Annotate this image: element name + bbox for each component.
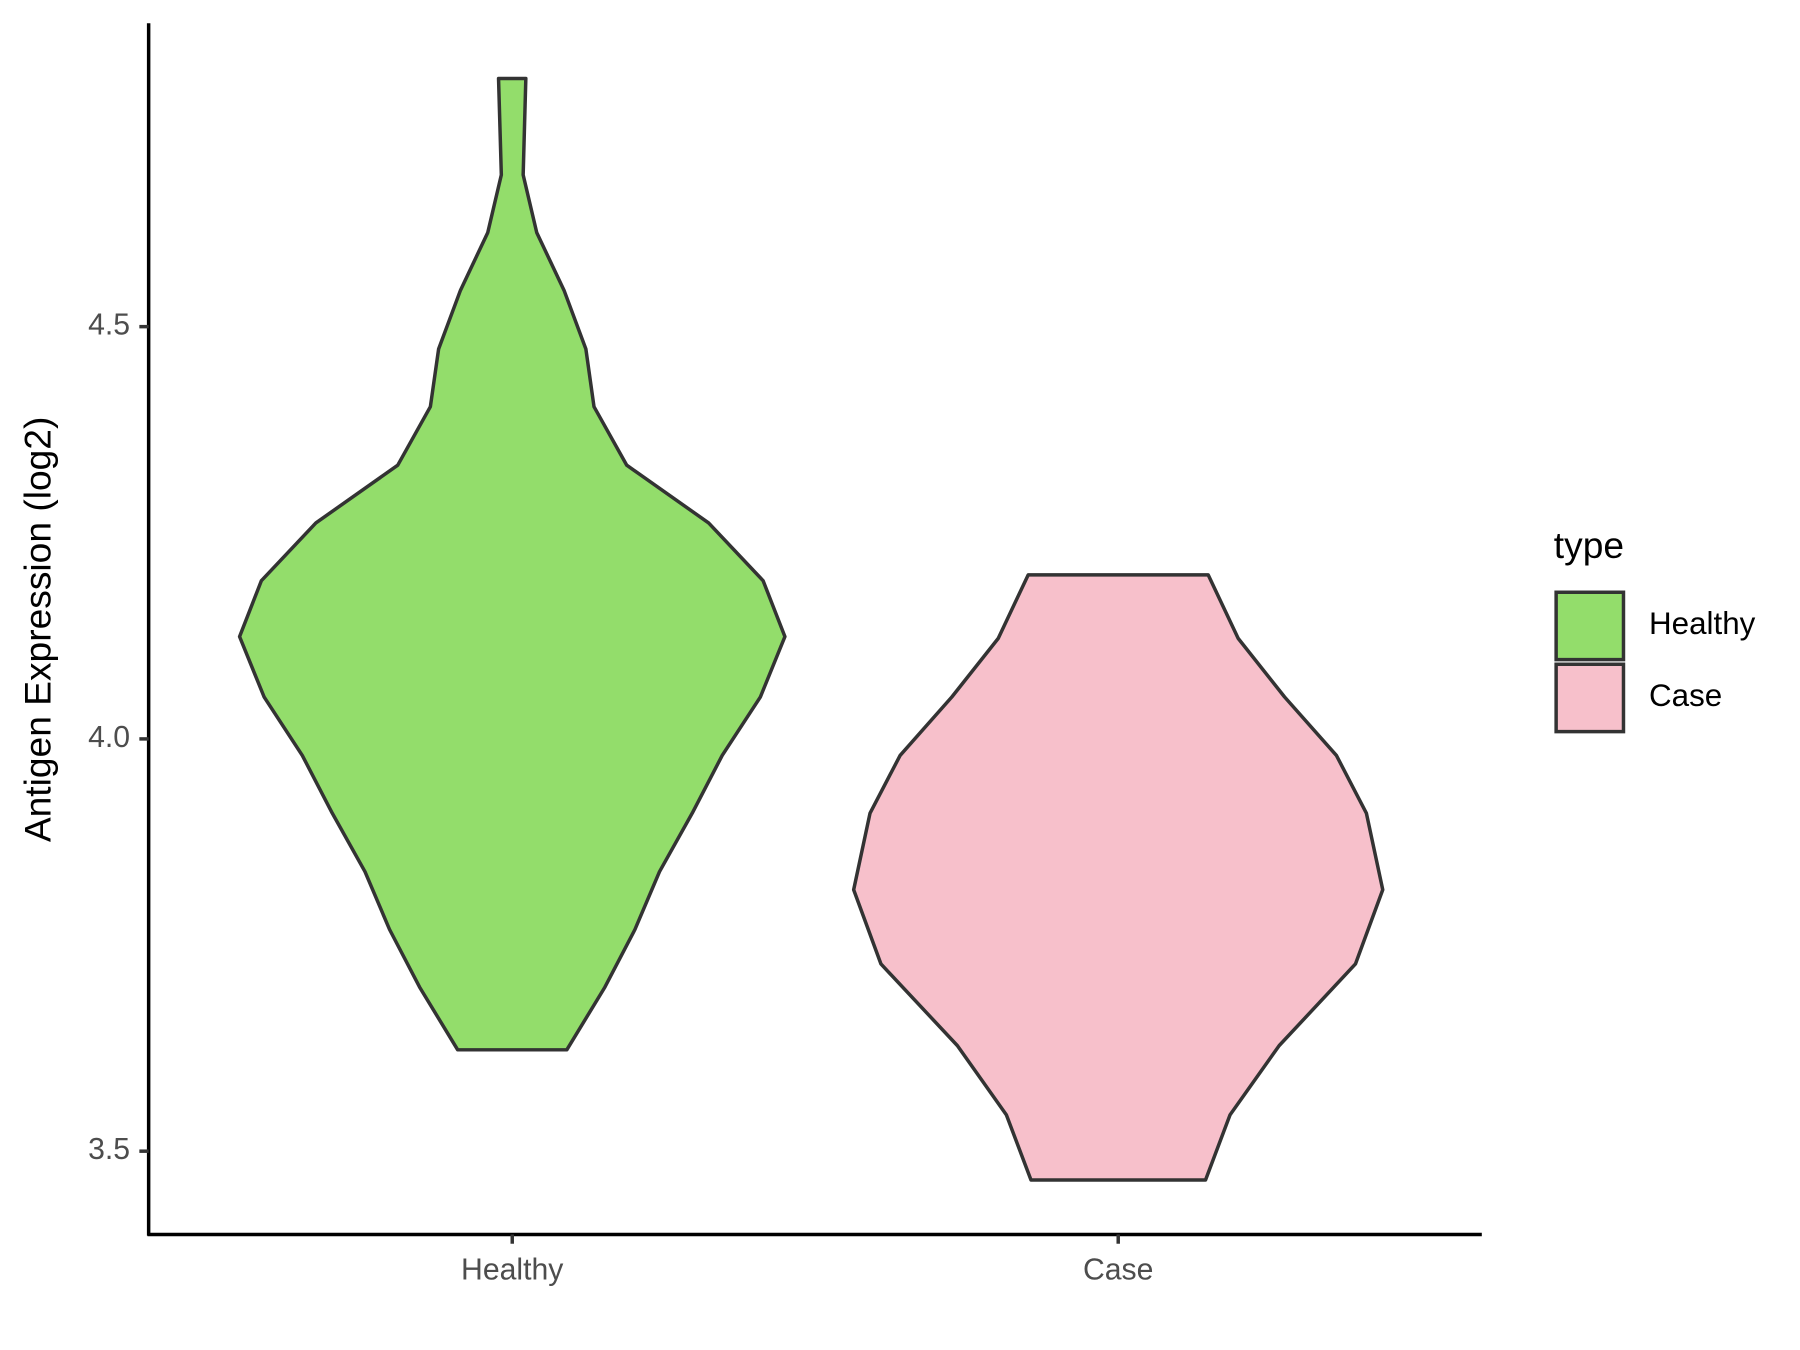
legend-key	[1554, 662, 1626, 734]
violin	[237, 76, 787, 1052]
x-tick-label: Case	[1083, 1254, 1153, 1287]
legend-label: Healthy	[1649, 606, 1756, 641]
legend-title: type	[1554, 524, 1624, 566]
y-tick-label: 4.0	[88, 721, 130, 754]
x-tick-label: Healthy	[461, 1254, 564, 1287]
legend-key	[1554, 590, 1626, 662]
y-axis-label: Antigen Expression (log2)	[16, 417, 58, 842]
y-tick-label: 4.5	[88, 309, 130, 342]
violin	[851, 573, 1385, 1182]
legend-label: Case	[1649, 678, 1722, 713]
y-tick-label: 3.5	[88, 1133, 130, 1166]
